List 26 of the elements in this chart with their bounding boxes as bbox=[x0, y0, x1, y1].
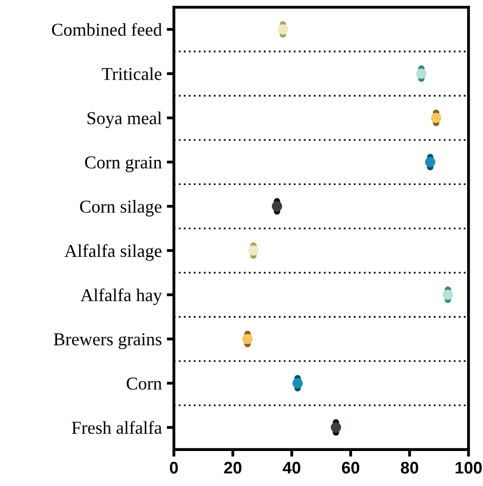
y-tick-label: Alfalfa hay bbox=[80, 288, 162, 306]
y-tick-label: Fresh alfalfa bbox=[72, 420, 162, 434]
y-tick-label: Alfalfa silage bbox=[64, 244, 162, 261]
point bbox=[242, 334, 253, 344]
x-tick-label: 40 bbox=[282, 462, 300, 474]
y-tick-label: Combined feed bbox=[52, 22, 162, 36]
point bbox=[272, 201, 282, 212]
point bbox=[278, 24, 288, 35]
point bbox=[430, 112, 442, 124]
point bbox=[442, 290, 454, 300]
x-tick-label: 20 bbox=[224, 462, 242, 474]
x-tick-label: 100 bbox=[456, 462, 482, 474]
point bbox=[425, 156, 436, 168]
point bbox=[292, 378, 303, 388]
y-tick-label: Corn bbox=[126, 378, 162, 390]
y-tick-label: Corn silage bbox=[80, 200, 162, 216]
point bbox=[248, 245, 259, 256]
x-tick-label: 60 bbox=[342, 462, 360, 474]
y-tick-label: Brewers grains bbox=[54, 333, 162, 350]
x-tick-label: 0 bbox=[170, 462, 178, 474]
x-tick-label: 80 bbox=[400, 462, 418, 474]
point bbox=[416, 68, 427, 79]
y-tick-label: Soya meal bbox=[88, 112, 162, 128]
y-tick-label: Triticale bbox=[102, 67, 162, 80]
point bbox=[330, 422, 342, 433]
y-tick-label: Corn grain bbox=[85, 156, 162, 172]
